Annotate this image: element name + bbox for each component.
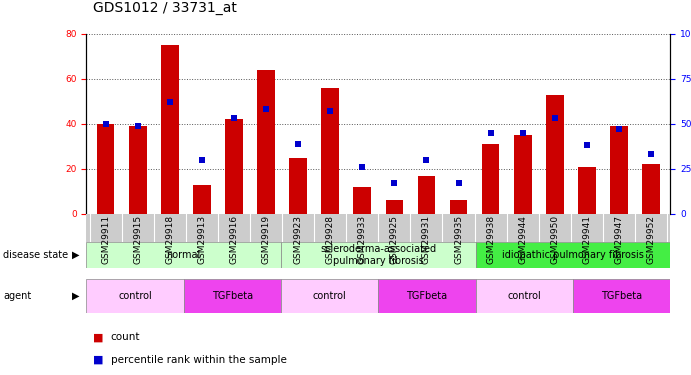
Point (100, 121, 111, 127)
Bar (417, 176, 435, 214)
Text: GSM29950: GSM29950 (550, 215, 559, 264)
Text: control: control (118, 291, 152, 301)
Text: GSM29911: GSM29911 (101, 215, 110, 264)
Point (229, 116, 240, 122)
Text: GSM29952: GSM29952 (647, 215, 656, 264)
Point (164, 99, 176, 105)
Point (292, 141, 303, 147)
Bar (573, 279, 670, 313)
Bar (578, 166, 596, 214)
Point (421, 157, 432, 163)
Bar (642, 164, 660, 214)
Bar (129, 126, 146, 214)
Point (357, 164, 368, 170)
Text: ■: ■ (93, 355, 104, 365)
Bar (354, 187, 371, 214)
Bar (281, 279, 379, 313)
Text: TGFbeta: TGFbeta (406, 291, 448, 301)
Text: count: count (111, 333, 140, 342)
Text: GSM29928: GSM29928 (325, 215, 334, 264)
Text: idiopathic pulmonary fibrosis: idiopathic pulmonary fibrosis (502, 250, 644, 260)
Text: GSM29919: GSM29919 (261, 215, 271, 264)
Bar (86, 279, 184, 313)
Text: GSM29933: GSM29933 (358, 215, 367, 264)
Bar (379, 279, 475, 313)
Text: scleroderma-associated
pulmonary fibrosis: scleroderma-associated pulmonary fibrosi… (320, 244, 437, 266)
Text: GDS1012 / 33731_at: GDS1012 / 33731_at (93, 1, 237, 15)
Point (581, 142, 592, 148)
Bar (86, 242, 281, 268)
Point (485, 130, 496, 136)
Bar (475, 279, 573, 313)
Text: GSM29923: GSM29923 (294, 215, 303, 264)
Bar (257, 70, 275, 214)
Text: TGFbeta: TGFbeta (601, 291, 642, 301)
Bar (610, 126, 627, 214)
Bar (184, 279, 281, 313)
Bar (225, 119, 243, 214)
Text: GSM29916: GSM29916 (229, 215, 238, 264)
Text: GSM29938: GSM29938 (486, 215, 495, 264)
Bar (281, 242, 475, 268)
Bar (475, 242, 670, 268)
Text: control: control (507, 291, 541, 301)
Text: normal: normal (167, 250, 201, 260)
Text: GSM29944: GSM29944 (518, 215, 527, 264)
Text: GSM29915: GSM29915 (133, 215, 142, 264)
Text: disease state: disease state (3, 250, 68, 260)
Text: ■: ■ (93, 333, 104, 342)
Bar (482, 144, 500, 214)
Text: ▶: ▶ (72, 250, 79, 260)
Text: GSM29913: GSM29913 (198, 215, 207, 264)
Point (132, 123, 143, 129)
Bar (450, 200, 467, 214)
Point (517, 130, 528, 136)
Bar (97, 124, 115, 214)
Point (196, 157, 207, 163)
Text: GSM29941: GSM29941 (583, 215, 591, 264)
Text: agent: agent (3, 291, 32, 301)
Text: GSM29947: GSM29947 (614, 215, 623, 264)
Point (549, 116, 560, 122)
Point (453, 180, 464, 186)
Text: GSM29935: GSM29935 (454, 215, 463, 264)
Bar (546, 94, 564, 214)
Text: GSM29925: GSM29925 (390, 215, 399, 264)
Point (389, 180, 400, 186)
Point (325, 108, 336, 114)
Bar (161, 45, 178, 214)
Bar (386, 200, 403, 214)
Point (614, 126, 625, 132)
Point (261, 106, 272, 112)
Text: percentile rank within the sample: percentile rank within the sample (111, 355, 287, 365)
Bar (321, 88, 339, 214)
Bar (514, 135, 531, 214)
Text: ▶: ▶ (72, 291, 79, 301)
Bar (290, 158, 307, 214)
Point (645, 152, 656, 157)
Text: control: control (313, 291, 347, 301)
Text: GSM29918: GSM29918 (165, 215, 174, 264)
Text: GSM29931: GSM29931 (422, 215, 431, 264)
Bar (193, 184, 211, 214)
Text: TGFbeta: TGFbeta (211, 291, 253, 301)
